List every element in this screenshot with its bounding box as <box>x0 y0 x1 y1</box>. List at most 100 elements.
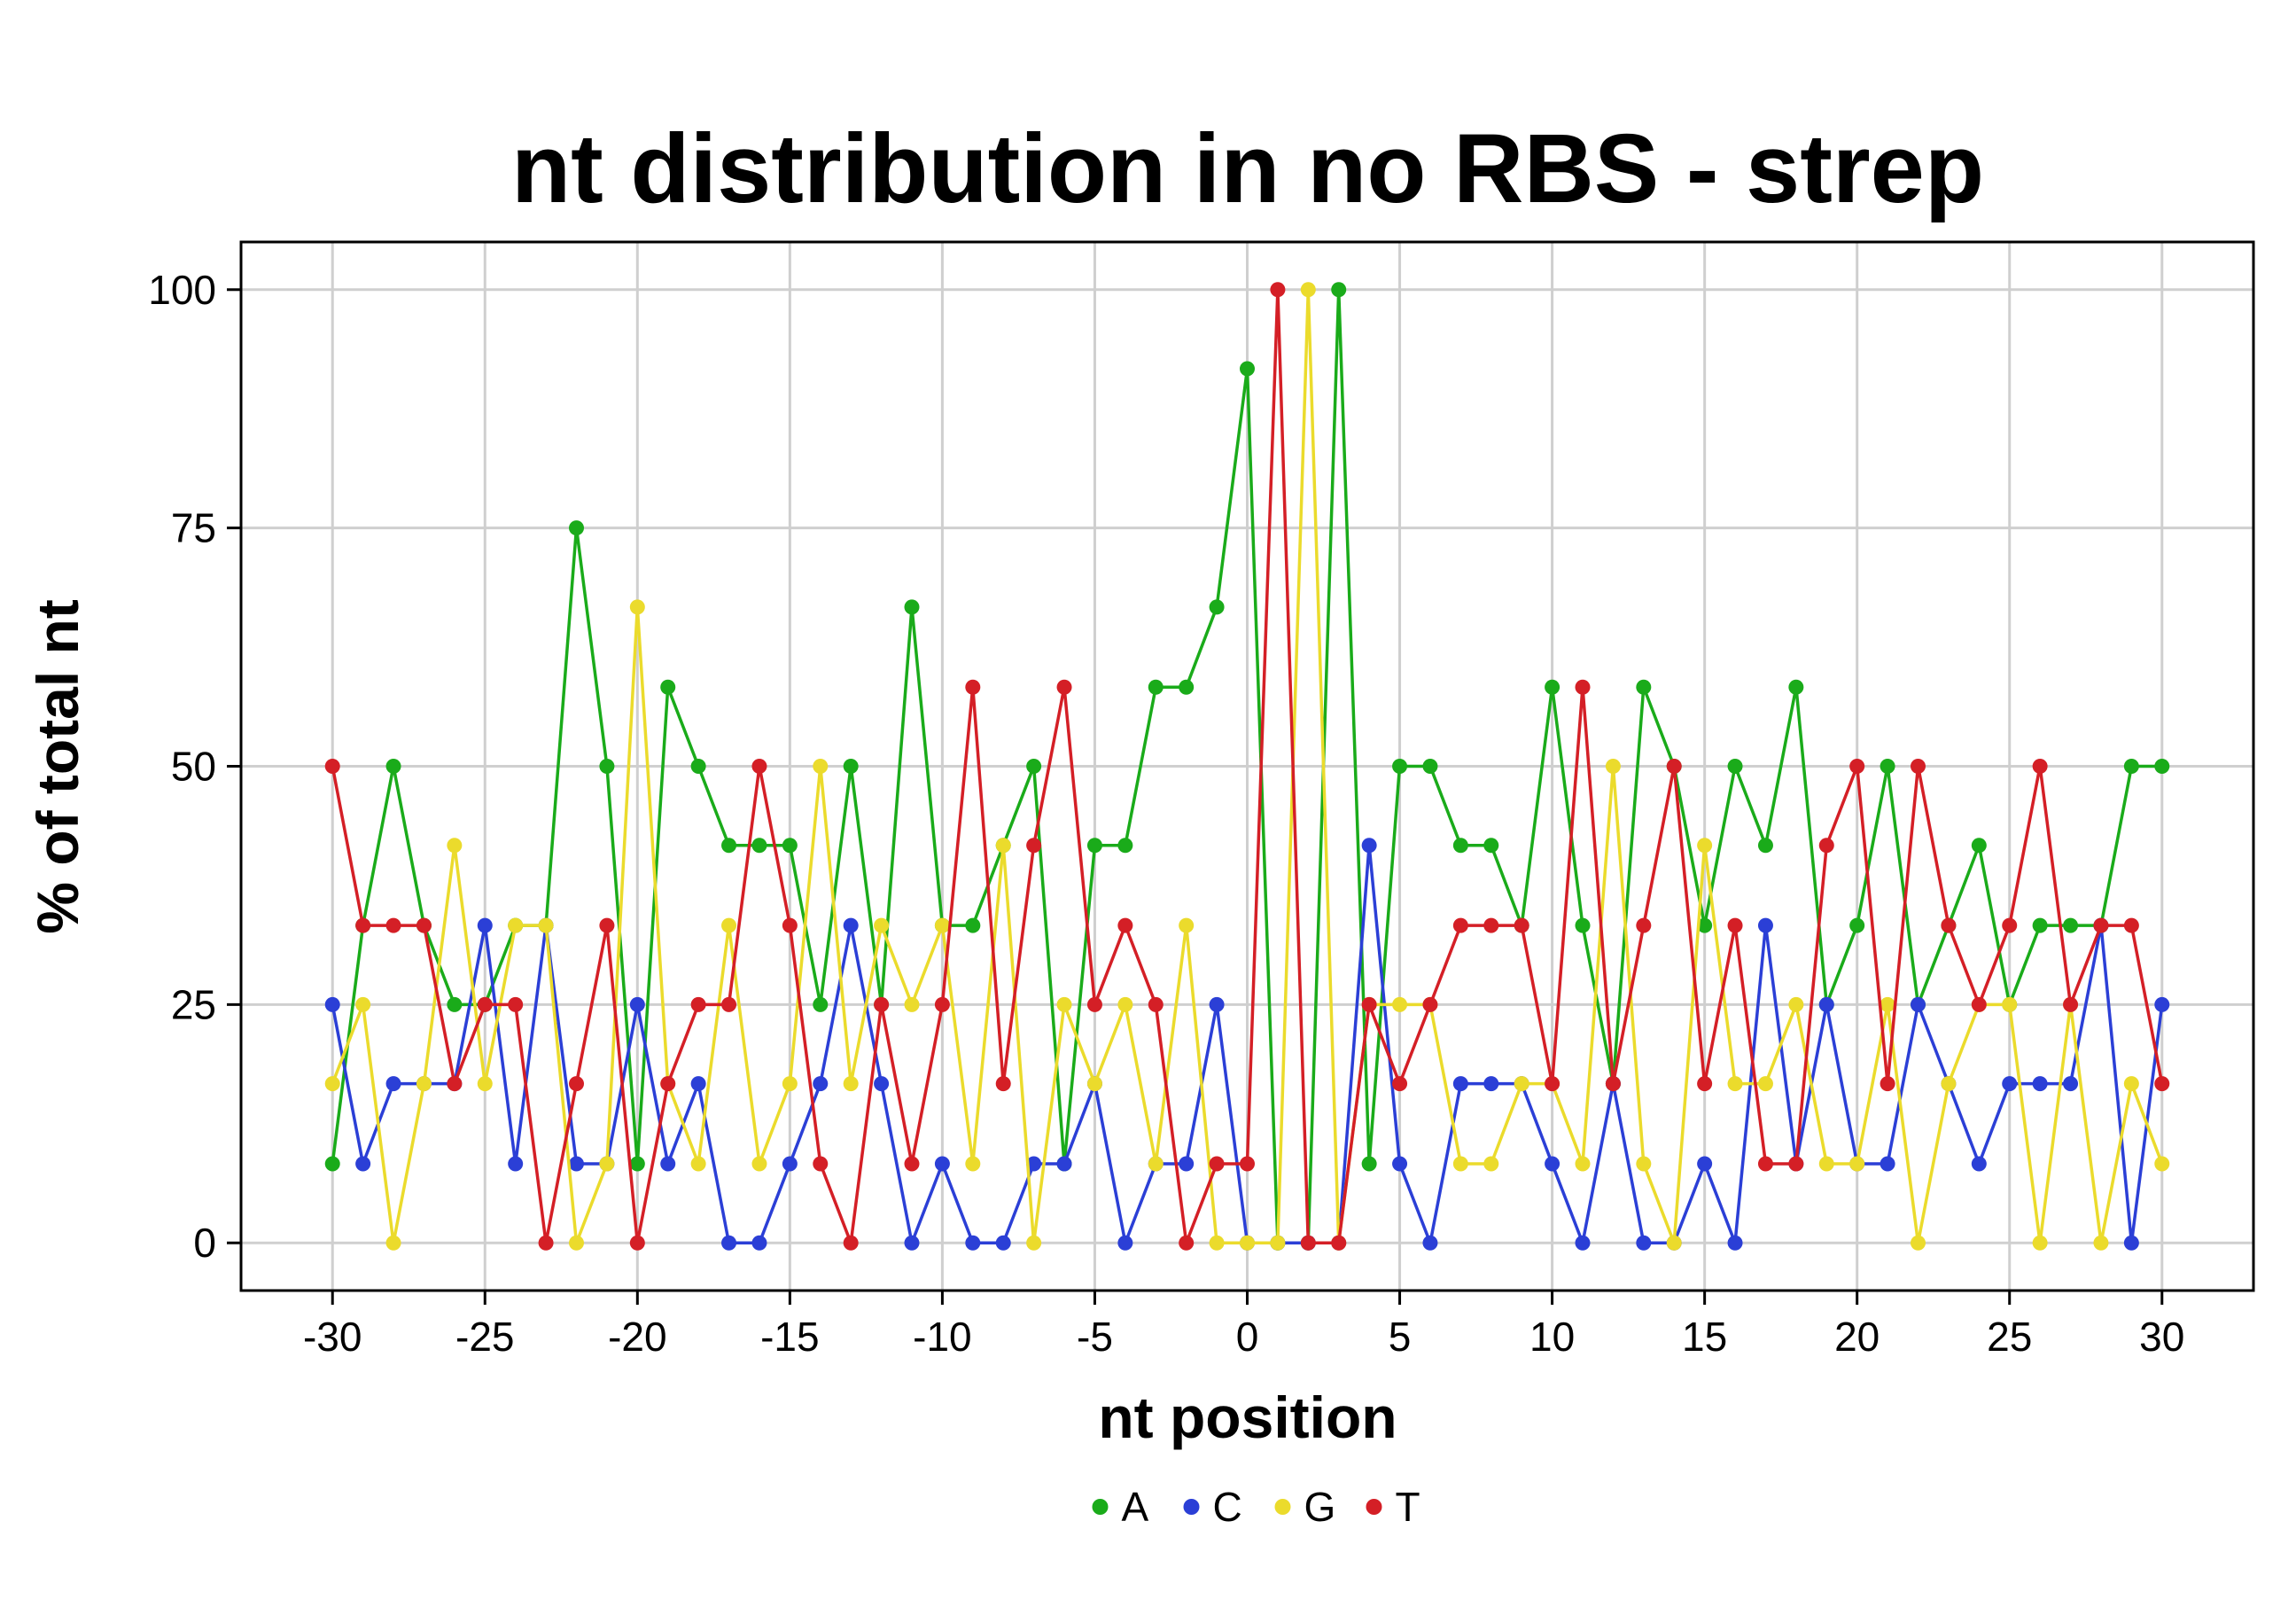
data-point-A <box>1575 917 1591 933</box>
data-point-A <box>721 838 737 854</box>
data-point-T <box>538 1235 554 1251</box>
legend-marker <box>1183 1499 1200 1515</box>
legend-marker <box>1092 1499 1109 1515</box>
data-point-C <box>324 996 340 1012</box>
data-point-T <box>2093 917 2109 933</box>
data-point-T <box>1331 1235 1347 1251</box>
data-point-C <box>2063 1076 2079 1092</box>
data-point-G <box>1849 1156 1865 1172</box>
data-point-A <box>751 838 767 854</box>
data-point-A <box>385 759 401 774</box>
data-point-A <box>2154 759 2170 774</box>
data-point-G <box>1941 1076 1957 1092</box>
data-point-G <box>629 599 645 615</box>
data-point-T <box>2154 1076 2170 1092</box>
data-point-C <box>904 1235 920 1251</box>
data-point-T <box>355 917 371 933</box>
data-point-T <box>1209 1156 1225 1172</box>
data-point-A <box>1422 759 1438 774</box>
data-point-A <box>1757 838 1773 854</box>
y-tick-label: 50 <box>171 744 216 790</box>
data-point-T <box>1727 917 1743 933</box>
data-point-C <box>2123 1235 2139 1251</box>
data-point-A <box>1849 917 1865 933</box>
data-point-T <box>599 917 615 933</box>
data-point-T <box>1545 1076 1561 1092</box>
data-point-C <box>1636 1235 1652 1251</box>
data-point-T <box>1056 679 1072 695</box>
data-point-G <box>477 1076 493 1092</box>
data-point-T <box>843 1235 859 1251</box>
data-point-C <box>355 1156 371 1172</box>
data-point-C <box>1575 1235 1591 1251</box>
data-point-T <box>1911 759 1926 774</box>
data-point-C <box>1971 1156 1987 1172</box>
data-point-G <box>1056 996 1072 1012</box>
data-point-C <box>813 1076 829 1092</box>
data-point-T <box>1666 759 1682 774</box>
y-tick-label: 75 <box>171 505 216 551</box>
data-point-C <box>782 1156 798 1172</box>
legend-item-T: T <box>1366 1484 1420 1530</box>
data-point-T <box>629 1235 645 1251</box>
data-point-A <box>904 599 920 615</box>
data-point-G <box>1086 1076 1102 1092</box>
x-tick-label: -20 <box>608 1314 666 1360</box>
data-point-T <box>1240 1156 1255 1172</box>
data-point-T <box>1514 917 1529 933</box>
data-point-G <box>538 917 554 933</box>
legend-label: G <box>1304 1484 1336 1530</box>
data-point-T <box>721 996 737 1012</box>
data-point-T <box>1422 996 1438 1012</box>
data-point-G <box>1483 1156 1499 1172</box>
data-point-T <box>1941 917 1957 933</box>
data-point-G <box>2093 1235 2109 1251</box>
x-tick-label: 5 <box>1389 1314 1412 1360</box>
axis-ticks: -30 -25 -20 -15 -10 -5 0 5 10 15 20 25 30 0 25 50 75 100 <box>148 267 2184 1360</box>
data-point-T <box>416 917 432 933</box>
legend-item-C: C <box>1183 1484 1242 1530</box>
x-tick-label: -25 <box>455 1314 514 1360</box>
y-tick-label: 100 <box>148 267 216 313</box>
data-point-A <box>1483 838 1499 854</box>
data-point-A <box>1148 679 1164 695</box>
data-point-A <box>1209 599 1225 615</box>
data-point-T <box>1483 917 1499 933</box>
data-point-T <box>1179 1235 1195 1251</box>
x-tick-label: 0 <box>1236 1314 1259 1360</box>
legend-item-A: A <box>1092 1484 1149 1530</box>
data-point-A <box>1331 282 1347 298</box>
data-point-G <box>324 1076 340 1092</box>
data-point-C <box>629 996 645 1012</box>
data-point-A <box>782 838 798 854</box>
data-point-T <box>782 917 798 933</box>
x-axis-title: nt position <box>1098 1384 1397 1450</box>
data-point-A <box>1240 361 1255 377</box>
data-point-T <box>2032 759 2048 774</box>
data-point-G <box>1148 1156 1164 1172</box>
data-point-T <box>508 996 524 1012</box>
x-tick-label: -5 <box>1077 1314 1113 1360</box>
data-point-A <box>1392 759 1408 774</box>
data-point-G <box>447 838 463 854</box>
data-point-G <box>904 996 920 1012</box>
data-point-C <box>2002 1076 2018 1092</box>
data-point-T <box>1361 996 1377 1012</box>
data-point-G <box>995 838 1011 854</box>
data-point-T <box>1788 1156 1804 1172</box>
data-point-G <box>1636 1156 1652 1172</box>
data-point-C <box>1117 1235 1133 1251</box>
data-point-C <box>1026 1156 1042 1172</box>
data-point-C <box>874 1076 890 1092</box>
x-tick-label: 15 <box>1682 1314 1727 1360</box>
data-point-C <box>1361 838 1377 854</box>
data-point-G <box>1514 1076 1529 1092</box>
data-point-A <box>2032 917 2048 933</box>
data-point-T <box>1849 759 1865 774</box>
data-point-C <box>1697 1156 1713 1172</box>
data-point-C <box>1727 1235 1743 1251</box>
data-point-A <box>965 917 981 933</box>
data-point-T <box>569 1076 584 1092</box>
data-point-T <box>904 1156 920 1172</box>
